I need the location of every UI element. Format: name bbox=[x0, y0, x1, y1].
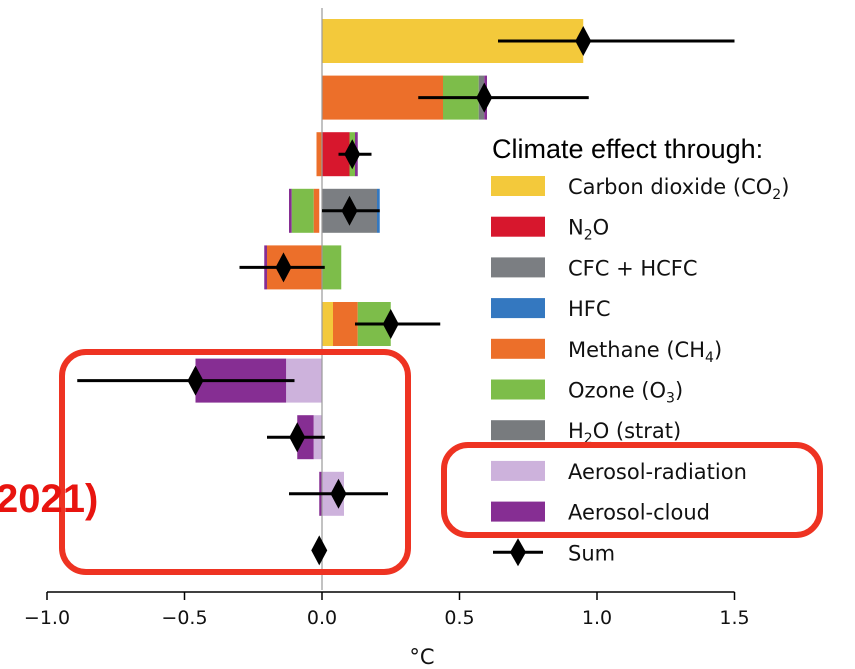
legend-swatch-o3 bbox=[491, 379, 545, 400]
x-axis: −1.0 −0.5 0.0 0.5 1.0 1.5 bbox=[24, 591, 750, 629]
legend-label-o3: Ozone (O3) bbox=[568, 379, 683, 407]
bar-segment-ch4-row-3 bbox=[316, 132, 322, 177]
partial-citation-text: 2021) bbox=[0, 477, 98, 521]
sum-marker-row-9 bbox=[330, 478, 347, 509]
bar-segment-o3-row-5 bbox=[322, 245, 342, 290]
bar-segment-o3-row-4 bbox=[291, 188, 314, 233]
sum-marker-row-8 bbox=[289, 422, 306, 453]
sum-marker-row-10 bbox=[311, 535, 328, 566]
legend-label-aci: Aerosol-cloud bbox=[568, 501, 710, 525]
sum-marker-row-5 bbox=[275, 252, 292, 283]
bar-segment-ch4-row-6 bbox=[333, 302, 358, 346]
bar-segment-ch4-row-4 bbox=[313, 188, 320, 233]
sum-marker-row-4 bbox=[341, 195, 358, 226]
legend-sum-diamond-icon bbox=[510, 538, 526, 567]
legend-swatch-co2 bbox=[491, 176, 545, 196]
x-tick-label: −0.5 bbox=[161, 607, 207, 629]
legend-swatch-ch4 bbox=[491, 338, 545, 359]
legend-label-hfc: HFC bbox=[568, 297, 611, 321]
x-tick-label: −1.0 bbox=[24, 607, 70, 629]
legend-label-ari: Aerosol-radiation bbox=[568, 460, 747, 484]
error-bars-layer bbox=[77, 26, 735, 566]
legend-title: Climate effect through: bbox=[492, 134, 763, 164]
legend-swatch-cfc bbox=[491, 257, 545, 278]
legend-swatch-n2o bbox=[491, 216, 545, 237]
legend-swatch-ari bbox=[491, 460, 545, 481]
legend-label-cfc: CFC + HCFC bbox=[568, 256, 698, 280]
legend-label-sum: Sum bbox=[568, 541, 615, 565]
x-axis-label: °C bbox=[409, 645, 434, 669]
sum-marker-row-6 bbox=[382, 309, 399, 339]
legend-label-co2: Carbon dioxide (CO2) bbox=[568, 175, 789, 203]
legend-swatch-h2o bbox=[491, 420, 545, 441]
aerosol-legend-highlight-box bbox=[441, 442, 823, 538]
highlight-boxes bbox=[59, 349, 823, 575]
legend: Climate effect through: Carbon dioxide (… bbox=[491, 134, 789, 567]
x-tick-label: 1.0 bbox=[582, 607, 612, 629]
sum-marker-row-2 bbox=[476, 82, 493, 113]
x-tick-label: 0.0 bbox=[307, 607, 337, 629]
legend-label-n2o: N2O bbox=[568, 216, 609, 244]
bar-segment-co2-row-6 bbox=[322, 302, 333, 346]
bar-segment-aci-row-4 bbox=[289, 188, 292, 233]
legend-swatch-hfc bbox=[491, 298, 545, 319]
sum-marker-row-1 bbox=[575, 26, 592, 56]
sum-marker-row-3 bbox=[344, 139, 361, 170]
legend-swatch-aci bbox=[491, 501, 545, 522]
aerosol-rows-highlight-box bbox=[59, 349, 411, 575]
legend-label-ch4: Methane (CH4) bbox=[568, 338, 722, 366]
sum-marker-row-7 bbox=[187, 365, 204, 396]
x-tick-label: 1.5 bbox=[719, 607, 749, 629]
x-tick-label: 0.5 bbox=[444, 607, 474, 629]
